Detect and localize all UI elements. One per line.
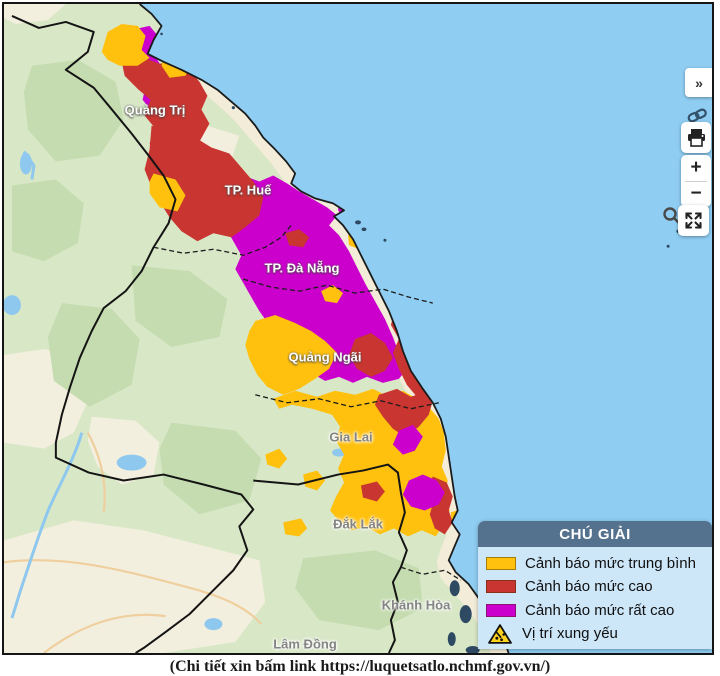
coastline	[139, 4, 510, 653]
fullscreen-button[interactable]	[678, 205, 709, 236]
caption: (Chi tiết xin bấm link https://luquetsat…	[169, 658, 551, 675]
legend-item-label: Cảnh báo mức trung bình	[525, 554, 696, 572]
legend-item-critical-location: Vị trí xung yếu	[486, 623, 704, 645]
legend-item-very-high: Cảnh báo mức rất cao	[486, 599, 704, 621]
link-icon[interactable]	[687, 107, 707, 124]
legend: CHÚ GIẢI Cảnh báo mức trung bình Cảnh bá…	[478, 521, 712, 649]
national-border	[11, 15, 408, 653]
zoom-in-button[interactable]: +	[690, 156, 702, 178]
legend-title: CHÚ GIẢI	[478, 521, 712, 547]
fullscreen-arrows-icon	[685, 212, 702, 229]
map-canvas[interactable]: Quảng Trị TP. Huế TP. Đà Nẵng Quảng Ngãi…	[2, 2, 714, 655]
legend-item-label: Cảnh báo mức cao	[525, 578, 653, 596]
warning-regions	[101, 23, 468, 537]
printer-icon	[687, 128, 705, 147]
legend-body: Cảnh báo mức trung bình Cảnh báo mức cao…	[478, 547, 712, 649]
legend-item-label: Vị trí xung yếu	[522, 625, 618, 643]
legend-item-label: Cảnh báo mức rất cao	[525, 601, 675, 619]
rivers-lakes	[4, 150, 347, 631]
legend-item-high: Cảnh báo mức cao	[486, 576, 704, 598]
basemap-graphic	[4, 4, 712, 653]
coastal-plain	[153, 61, 509, 653]
expand-panel-button[interactable]: »	[685, 68, 712, 97]
forest-patches	[11, 59, 423, 631]
legend-item-medium: Cảnh báo mức trung bình	[486, 552, 704, 574]
islands	[160, 32, 680, 653]
very-high-warning-swatch	[486, 603, 516, 617]
high-warning-swatch	[486, 580, 516, 594]
province-borders	[153, 224, 462, 581]
zoom-out-button[interactable]: −	[690, 183, 702, 205]
zoom-divider	[685, 180, 707, 182]
medium-warning-swatch	[486, 556, 516, 570]
zoom-control: + −	[681, 155, 711, 207]
hazard-triangle-icon	[488, 624, 512, 644]
sea	[139, 4, 712, 653]
print-button[interactable]	[681, 122, 711, 153]
